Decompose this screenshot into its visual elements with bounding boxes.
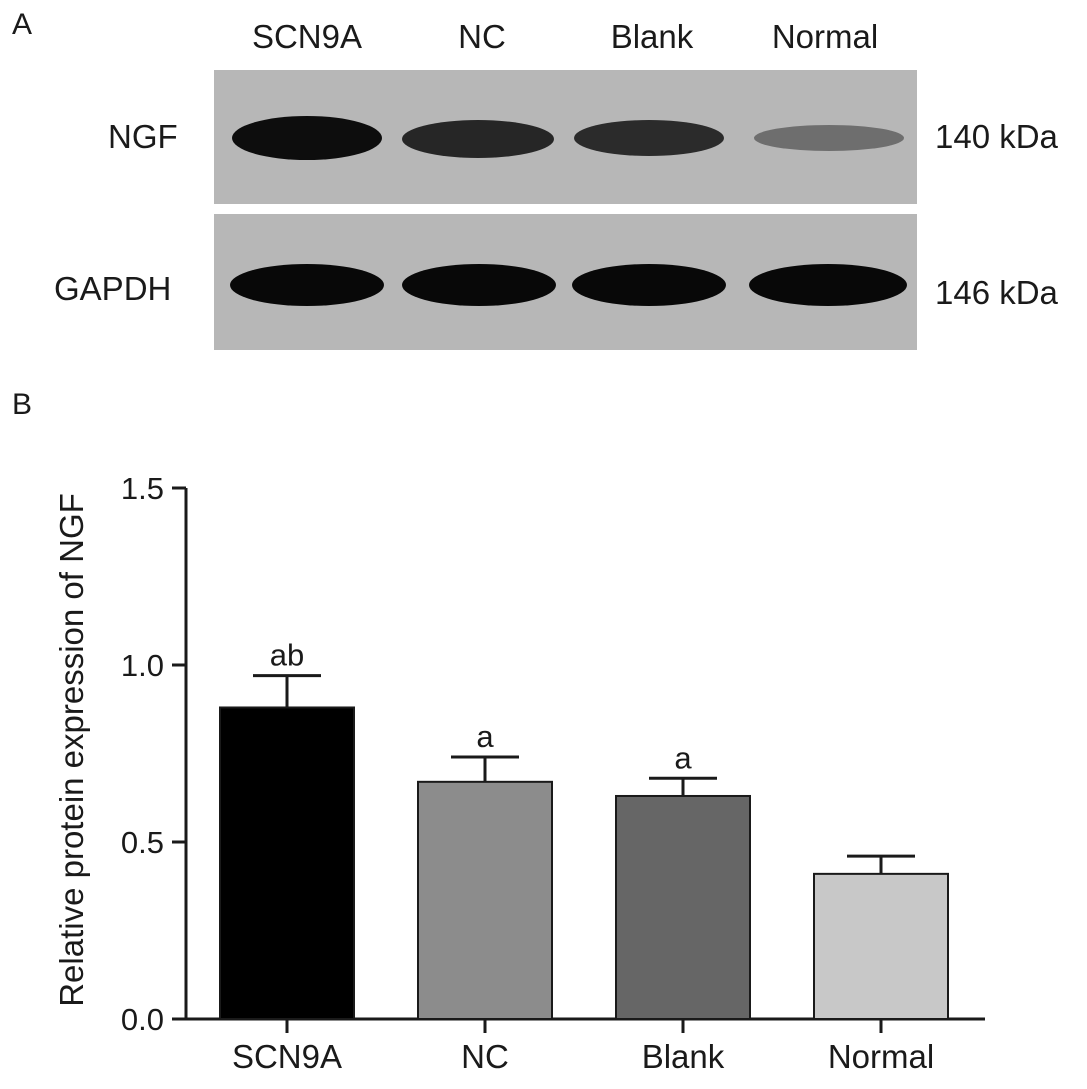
bar-nc <box>417 780 553 1020</box>
lane-label-nc: NC <box>458 18 506 55</box>
band-gapdh-blank <box>572 264 726 306</box>
band-ngf-normal <box>754 125 904 151</box>
western-blot-ngf <box>214 70 917 204</box>
bar-normal <box>813 872 949 1020</box>
western-blot-gapdh <box>214 214 917 350</box>
kda-label-gapdh: 146 kDa <box>935 274 1058 311</box>
annotation-blank: a <box>674 740 692 775</box>
annotation-scn9a: ab <box>270 638 304 673</box>
band-gapdh-normal <box>749 264 907 306</box>
panel-b-letter: B <box>12 388 33 421</box>
band-gapdh-nc <box>402 264 556 306</box>
y-tick-label-0: 0.0 <box>121 1002 164 1037</box>
panel-a-letter: A <box>12 8 33 41</box>
band-ngf-nc <box>402 120 554 158</box>
bar-blank <box>615 794 751 1020</box>
annotation-nc: a <box>476 719 494 754</box>
blot-row-label-gapdh: GAPDH <box>54 270 172 307</box>
band-ngf-blank <box>574 120 724 156</box>
y-tick-label-3: 1.5 <box>121 471 164 506</box>
y-axis-label: Relative protein expression of NGF <box>53 493 90 1007</box>
x-tick-label-normal: Normal <box>828 1038 934 1075</box>
kda-label-ngf: 140 kDa <box>935 118 1058 155</box>
lane-label-scn9a: SCN9A <box>251 18 363 55</box>
lane-label-normal: Normal <box>771 18 879 55</box>
y-tick-label-1: 0.5 <box>121 825 164 860</box>
lane-label-blank: Blank <box>610 18 694 55</box>
y-tick-label-2: 1.0 <box>121 648 164 683</box>
x-tick-label-scn9a: SCN9A <box>232 1038 342 1075</box>
band-gapdh-scn9a <box>230 264 384 306</box>
blot-row-label-ngf: NGF <box>108 118 178 155</box>
x-tick-label-blank: Blank <box>642 1038 725 1075</box>
band-ngf-scn9a <box>232 116 382 160</box>
bar-scn9a <box>219 706 355 1020</box>
x-tick-label-nc: NC <box>461 1038 509 1075</box>
